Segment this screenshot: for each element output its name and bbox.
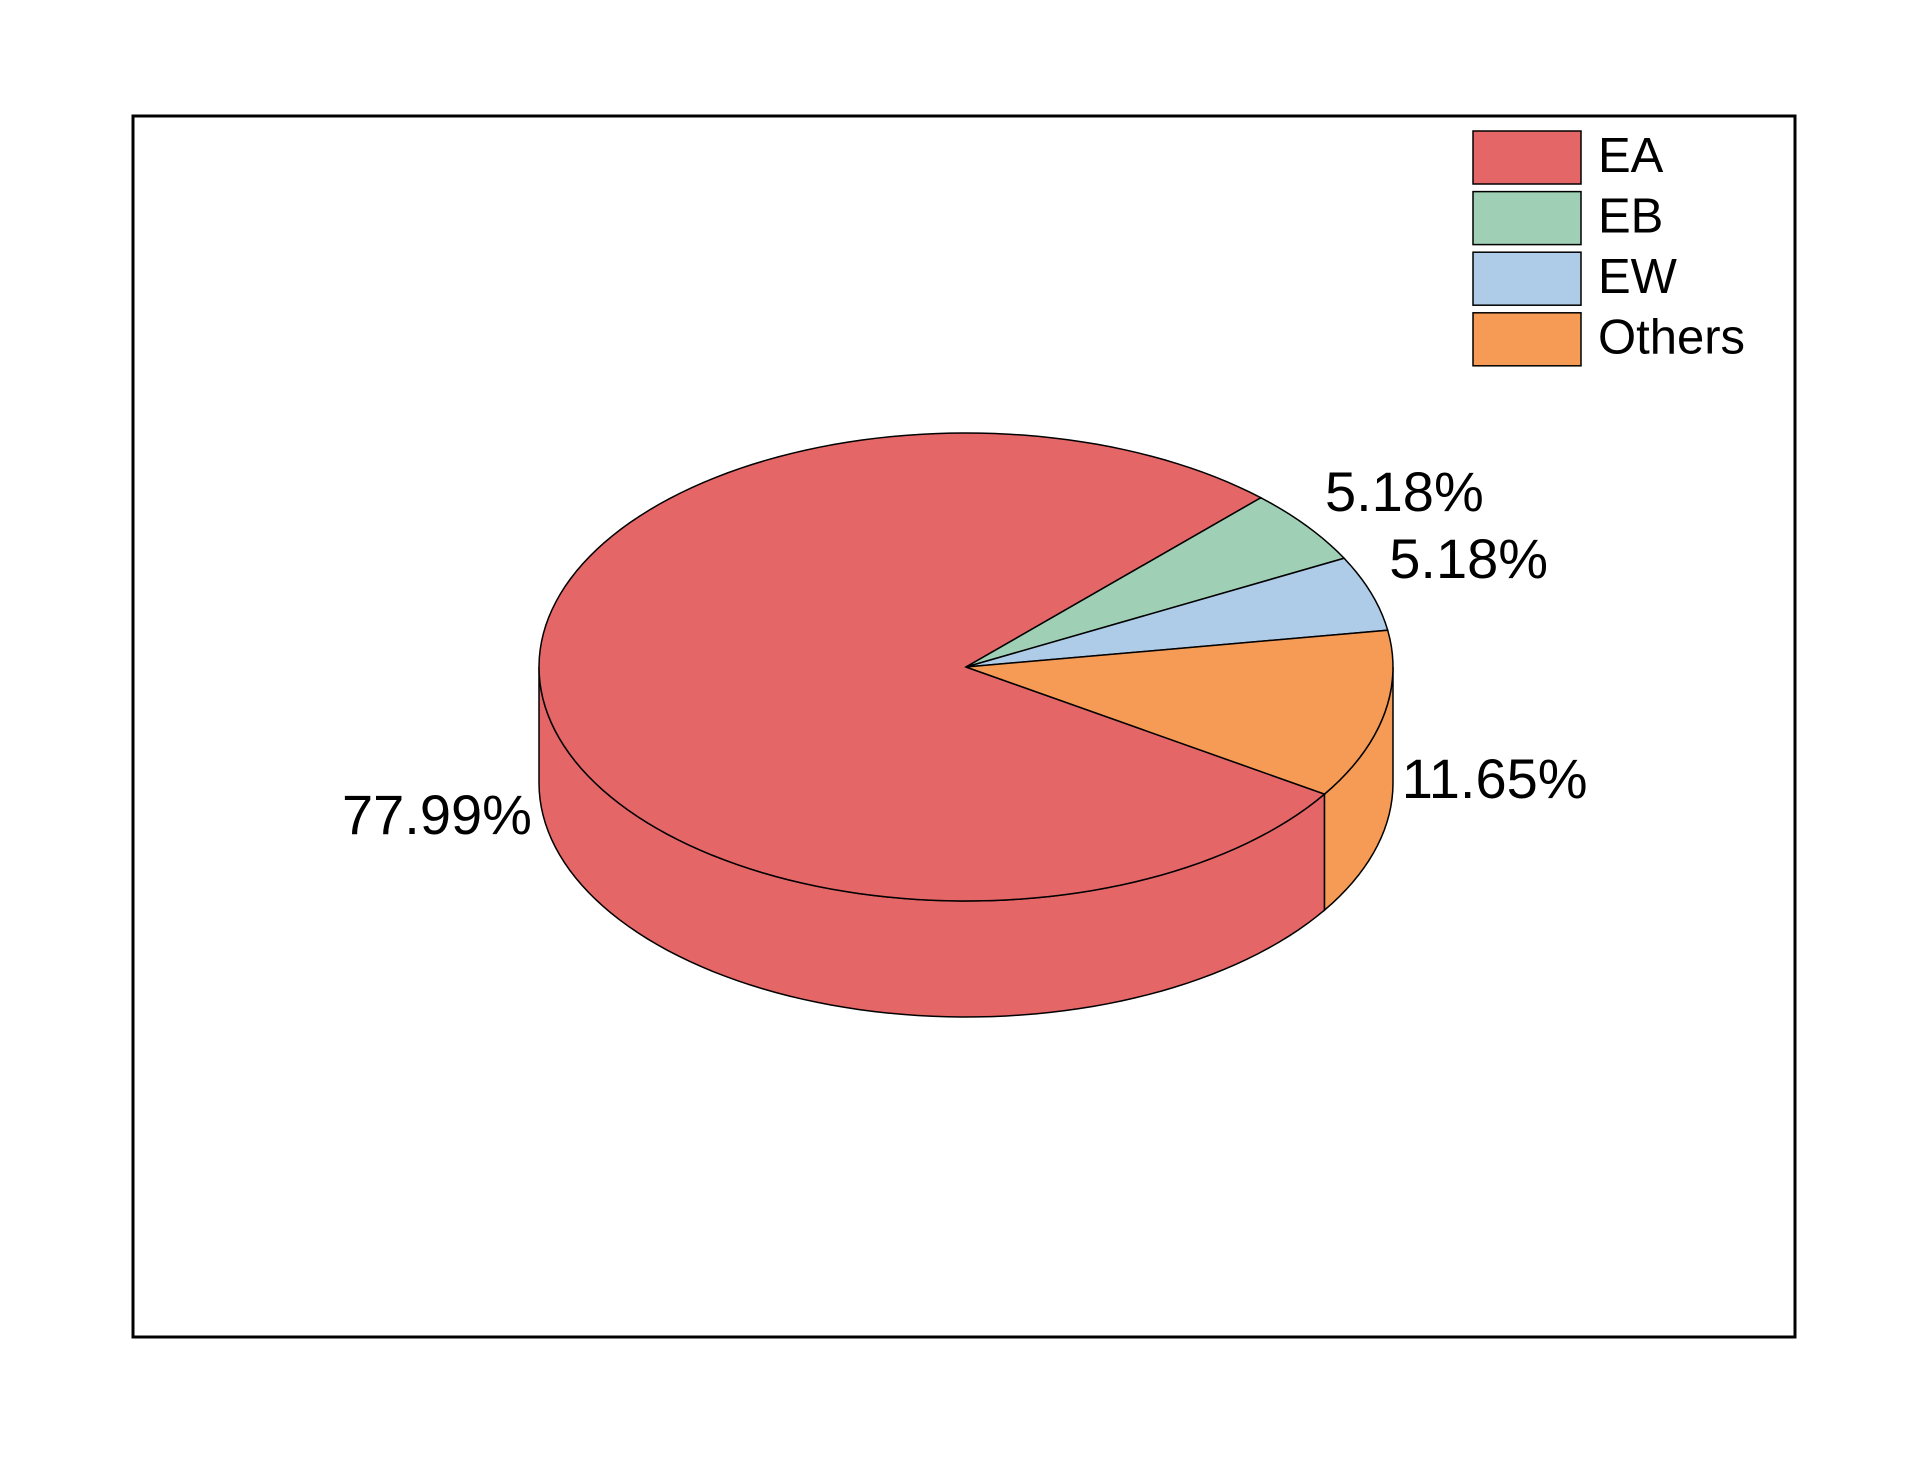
legend-label: EB [1598,190,1663,244]
value-label: 11.65% [1402,747,1588,810]
pie-slice [538,432,1327,902]
pie-slice [965,496,1346,668]
legend-label: EA [1598,129,1664,183]
pie-slice [965,557,1389,668]
legend-label: EW [1598,250,1678,304]
legend-swatch [1472,312,1582,367]
legend-swatch [1472,251,1582,306]
value-label: 77.99% [342,783,532,846]
legend-swatch [1472,190,1582,246]
pie-slice [965,629,1394,795]
legend-label: Others [1598,311,1745,365]
plot-frame [131,114,1797,1339]
legend-swatch [1472,130,1582,185]
value-label: 5.18% [1325,460,1484,523]
value-label: 5.18% [1389,527,1548,590]
